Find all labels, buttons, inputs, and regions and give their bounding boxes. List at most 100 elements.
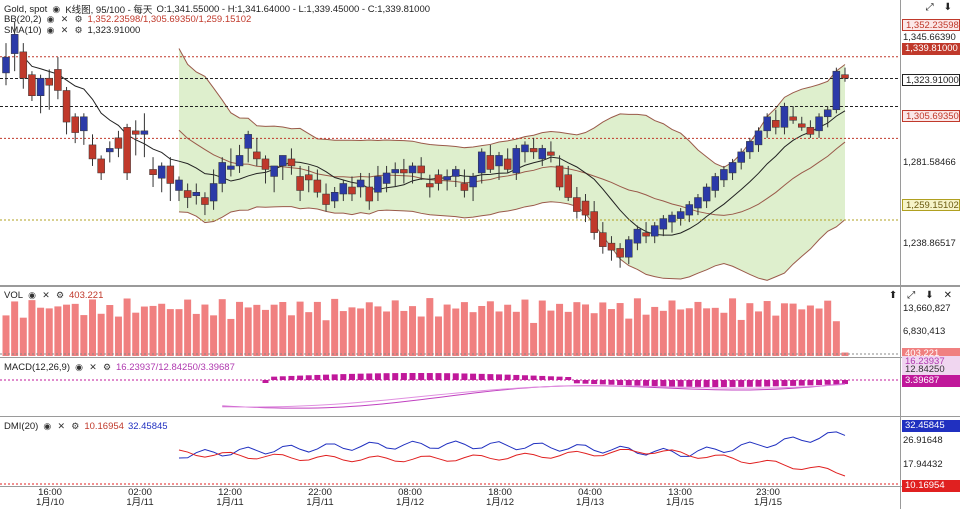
volume-chart[interactable] [0,286,960,358]
candle [296,176,304,191]
dmi-pane [0,417,960,487]
gear-icon[interactable]: ⚙ [71,421,80,431]
time-axis-date: 1月/12 [396,497,424,508]
macd-value: 16.23937/12.84250/3.39687 [116,362,235,373]
eye-icon[interactable]: ◉ [52,3,61,14]
close-icon[interactable]: ✕ [89,362,97,372]
arrow-down-icon[interactable]: ⬇ [925,290,934,301]
candle [157,165,166,179]
vol-tick: 6,830,413 [903,326,946,337]
macd-chart[interactable] [0,358,960,417]
candle [495,155,503,167]
candle [720,169,728,181]
macd-histogram-bar [357,373,364,380]
gear-icon[interactable]: ⚙ [74,25,83,35]
candle [625,239,633,258]
eye-icon[interactable]: ◉ [46,14,55,24]
volume-bar [106,305,114,356]
macd-histogram-bar [790,380,797,386]
volume-bar [590,313,598,356]
macd-histogram-bar [738,380,745,387]
close-icon[interactable]: ✕ [57,421,66,431]
time-axis-time: 16:00 [38,487,62,498]
macd-histogram-bar [703,380,710,387]
time-axis-time: 18:00 [488,487,512,498]
price-tick: 1,345.66390 [903,32,956,43]
macd-histogram-bar [366,373,373,380]
volume-bar [158,303,166,356]
arrow-down-icon[interactable]: ⬇ [943,2,952,13]
volume-bar [400,310,408,356]
volume-bar [2,315,10,356]
volume-bar [677,309,685,356]
close-icon[interactable]: ✕ [60,25,69,35]
candle [806,127,815,135]
close-icon[interactable]: ✕ [60,14,69,24]
candle [166,165,175,184]
macd-histogram-bar [625,380,632,386]
volume-bar [365,302,373,356]
candle [36,77,45,96]
candle [711,176,720,191]
macd-histogram-bar [452,373,459,380]
macd-histogram-bar [807,380,814,386]
eye-icon[interactable]: ◉ [75,362,83,372]
volume-bar [798,309,806,356]
candle [175,179,183,191]
expand-icon[interactable]: ⤢ [907,290,916,301]
volume-bar [763,301,771,356]
dmi-tick: 17.94432 [903,459,943,470]
macd-histogram-bar [383,373,390,380]
candle [434,174,443,184]
expand-icon[interactable]: ⤢ [925,2,934,13]
candle [45,77,53,86]
volume-bar [625,318,633,356]
vol-pane-tools: ⬆ ⤢ ⬇ ✕ [889,290,952,301]
volume-bar [236,301,244,356]
macd-histogram-bar [426,373,433,380]
macd-signal-label: 12.84250 [902,364,960,376]
volume-bar [305,312,313,356]
candle [279,155,287,167]
volume-bar [599,302,607,356]
gear-icon[interactable]: ⚙ [55,290,65,300]
time-axis-date: 1月/11 [126,497,154,508]
main-pane-tools: ⤢ ⬇ [926,2,952,13]
candle [832,70,841,111]
gear-icon[interactable]: ⚙ [74,14,83,24]
vol-label: VOL [4,290,24,301]
volume-bar [746,303,754,356]
arrow-up-icon[interactable]: ⬆ [888,290,898,301]
macd-histogram-bar [833,380,840,385]
eye-icon[interactable]: ◉ [46,25,55,35]
macd-histogram-bar [677,380,684,387]
symbol-header: Gold, spot ◉ K线图, 95/100 - 每天 O:1,341.55… [4,2,430,17]
volume-bar [374,306,382,356]
volume-bar [296,301,304,356]
time-axis-time: 13:00 [668,487,692,498]
dmi-chart[interactable] [0,417,960,487]
close-icon[interactable]: ✕ [943,290,952,301]
eye-icon[interactable]: ◉ [28,290,36,300]
volume-bar [383,311,391,356]
macd-histogram-bar [348,373,355,380]
sma-price-label: 1,323.91000 [902,74,960,86]
volume-bar [88,299,96,356]
dmi-minus-label: 10.16954 [902,480,960,492]
eye-icon[interactable]: ◉ [43,421,52,431]
close-icon[interactable]: ✕ [42,290,50,300]
volume-bar [80,315,88,356]
volume-bar [512,311,520,356]
volume-bar [279,301,287,356]
candle [28,74,36,96]
macd-histogram-bar [729,380,736,387]
volume-bar [287,315,295,356]
macd-histogram-bar [694,380,701,387]
candle [581,200,590,216]
gear-icon[interactable]: ⚙ [102,362,112,372]
price-chart[interactable] [0,0,960,286]
price-tick: 1,238.86517 [903,238,956,249]
candle [322,193,330,205]
volume-bar [495,311,503,356]
volume-bar [28,300,36,356]
